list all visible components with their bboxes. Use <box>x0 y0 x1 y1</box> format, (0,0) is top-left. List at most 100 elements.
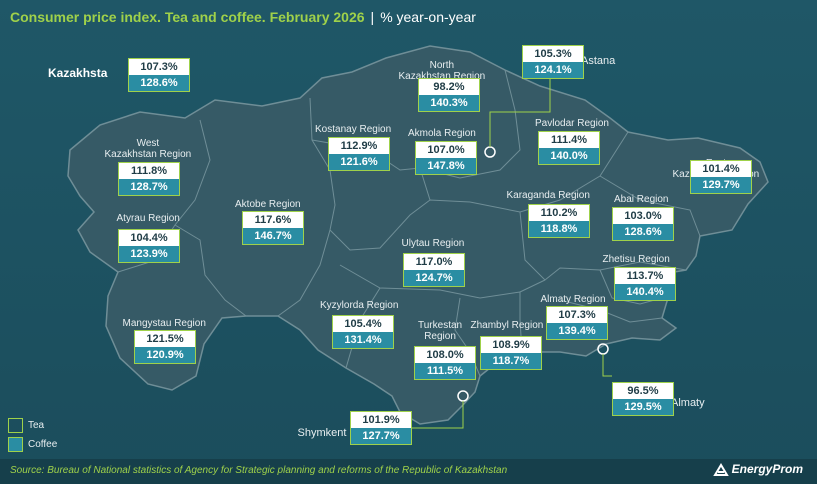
coffee-value: 140.3% <box>419 95 479 111</box>
value-box-abai: 103.0% 128.6% <box>612 207 674 241</box>
value-box-atyrau: 104.4% 123.9% <box>118 229 180 263</box>
tea-value: 108.9% <box>481 337 541 353</box>
coffee-value: 129.7% <box>691 177 751 193</box>
value-box-mangystau: 121.5% 120.9% <box>134 330 196 364</box>
region-label-zhambyl: Zhambyl Region <box>470 320 544 331</box>
tea-value: 101.9% <box>351 412 411 428</box>
footer: Source: Bureau of National statistics of… <box>0 459 817 484</box>
value-box-kostanay: 112.9% 121.6% <box>328 137 390 171</box>
region-label-ulytau: Ulytau Region <box>401 238 465 249</box>
logo-icon <box>712 462 729 476</box>
value-box-almaty: 96.5% 129.5% <box>612 382 674 416</box>
value-box-ulytau: 117.0% 124.7% <box>403 253 465 287</box>
region-label-atyrau: Atyrau Region <box>116 213 180 224</box>
coffee-value: 146.7% <box>243 228 303 244</box>
region-label-kostanay: Kostanay Region <box>315 124 392 135</box>
tea-value: 104.4% <box>119 230 179 246</box>
coffee-value: 128.6% <box>613 224 673 240</box>
logo-text: EnergyProm <box>731 462 803 476</box>
region-label-abai: Abai Region <box>614 194 669 205</box>
region-label-mangystau: Mangystau Region <box>122 318 206 329</box>
coffee-value: 118.7% <box>481 353 541 369</box>
tea-value: 110.2% <box>529 205 589 221</box>
tea-value: 112.9% <box>329 138 389 154</box>
region-label-zhetisu: Zhetisu Region <box>602 254 670 265</box>
coffee-value: 131.4% <box>333 332 393 348</box>
coffee-value: 140.0% <box>539 148 599 164</box>
tea-value: 121.5% <box>135 331 195 347</box>
tea-value: 107.3% <box>129 59 189 75</box>
coffee-value: 139.4% <box>547 323 607 339</box>
value-box-zhetisu: 113.7% 140.4% <box>614 267 676 301</box>
region-label-karaganda: Karaganda Region <box>506 190 590 201</box>
coffee-value: 124.1% <box>523 62 583 78</box>
tea-value: 101.4% <box>691 161 751 177</box>
coffee-value: 118.8% <box>529 221 589 237</box>
value-box-zhambyl: 108.9% 118.7% <box>480 336 542 370</box>
value-box-kazakhstan: 107.3% 128.6% <box>128 58 190 92</box>
region-label-astana: Astana <box>581 55 616 67</box>
leader-lines <box>410 77 612 429</box>
header: Consumer price index. Tea and coffee. Fe… <box>0 0 817 34</box>
legend-tea-label: Tea <box>28 420 45 432</box>
chart-title: Consumer price index. Tea and coffee. Fe… <box>10 9 365 25</box>
region-label-north-kazakhstan: North Kazakhstan Region <box>398 60 486 82</box>
region-label-almaty: Almaty <box>671 397 705 409</box>
region-label-aktobe: Aktobe Region <box>235 199 301 210</box>
coffee-value: 121.6% <box>329 154 389 170</box>
value-box-north-kazakhstan: 98.2% 140.3% <box>418 78 480 112</box>
tea-value: 107.3% <box>547 307 607 323</box>
legend-tea: Tea <box>8 417 44 435</box>
coffee-value: 127.7% <box>351 428 411 444</box>
value-box-karaganda: 110.2% 118.8% <box>528 204 590 238</box>
coffee-value: 123.9% <box>119 246 179 262</box>
legend-coffee-label: Coffee <box>28 439 58 451</box>
value-box-astana: 105.3% 124.1% <box>522 45 584 79</box>
legend-coffee-swatch <box>8 437 23 453</box>
coffee-value: 140.4% <box>615 284 675 300</box>
coffee-value: 129.5% <box>613 399 673 415</box>
coffee-value: 124.7% <box>404 270 464 286</box>
value-box-kyzylorda: 105.4% 131.4% <box>332 315 394 349</box>
coffee-value: 111.5% <box>415 363 475 379</box>
coffee-value: 120.9% <box>135 347 195 363</box>
tea-value: 107.0% <box>416 142 476 158</box>
value-box-east-kazakhstan: 101.4% 129.7% <box>690 160 752 194</box>
region-label-west-kazakhstan: West Kazakhstan Region <box>104 138 192 160</box>
value-box-pavlodar: 111.4% 140.0% <box>538 131 600 165</box>
tea-value: 105.3% <box>523 46 583 62</box>
tea-value: 111.8% <box>119 163 179 179</box>
tea-value: 96.5% <box>613 383 673 399</box>
value-box-aktobe: 117.6% 146.7% <box>242 211 304 245</box>
region-label-akmola: Akmola Region <box>408 128 476 139</box>
tea-value: 117.6% <box>243 212 303 228</box>
energyprom-logo: EnergyProm <box>712 462 803 477</box>
tea-value: 117.0% <box>404 254 464 270</box>
region-label-kyzylorda: Kyzylorda Region <box>320 300 399 311</box>
region-label-almaty-region: Almaty Region <box>540 294 606 305</box>
coffee-value: 147.8% <box>416 158 476 174</box>
chart-subtitle: % year-on-year <box>380 9 476 25</box>
title-separator: | <box>370 9 375 25</box>
tea-value: 111.4% <box>539 132 599 148</box>
region-label-kazakhstan: Kazakhsta <box>48 66 108 80</box>
tea-value: 103.0% <box>613 208 673 224</box>
value-box-akmola: 107.0% 147.8% <box>415 141 477 175</box>
source-note: Source: Bureau of National statistics of… <box>10 465 508 476</box>
region-label-pavlodar: Pavlodar Region <box>535 118 609 129</box>
region-label-shymkent: Shymkent <box>297 427 347 439</box>
coffee-value: 128.7% <box>119 179 179 195</box>
value-box-almaty-region: 107.3% 139.4% <box>546 306 608 340</box>
value-box-shymkent: 101.9% 127.7% <box>350 411 412 445</box>
tea-value: 113.7% <box>615 268 675 284</box>
legend-coffee: Coffee <box>8 436 57 454</box>
tea-value: 105.4% <box>333 316 393 332</box>
region-label-turkestan: Turkestan Region <box>418 320 463 342</box>
tea-value: 108.0% <box>415 347 475 363</box>
value-box-west-kazakhstan: 111.8% 128.7% <box>118 162 180 196</box>
tea-value: 98.2% <box>419 79 479 95</box>
legend-tea-swatch <box>8 418 23 434</box>
coffee-value: 128.6% <box>129 75 189 91</box>
value-box-turkestan: 108.0% 111.5% <box>414 346 476 380</box>
